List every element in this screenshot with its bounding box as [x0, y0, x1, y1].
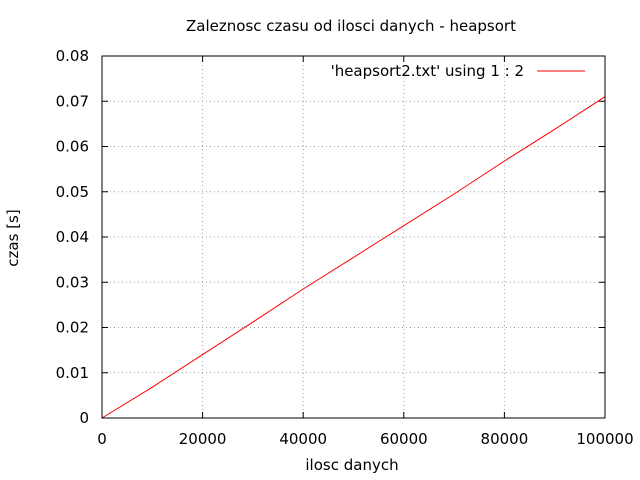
y-tick-label: 0	[79, 409, 89, 427]
legend-label: 'heapsort2.txt' using 1 : 2	[331, 62, 524, 80]
x-tick-label: 60000	[380, 430, 428, 448]
y-tick-label: 0.03	[56, 273, 89, 291]
y-tick-label: 0.01	[56, 364, 89, 382]
tick-labels: 0 20000 40000 60000 80000 100000 0 0.01 0.02 0.03…	[56, 47, 634, 448]
series-line	[101, 96, 606, 419]
x-tick-label: 20000	[179, 430, 227, 448]
legend: 'heapsort2.txt' using 1 : 2	[331, 62, 585, 80]
x-tick-label: 40000	[279, 430, 327, 448]
series	[101, 96, 606, 419]
y-tick-label: 0.07	[56, 92, 89, 110]
y-tick-label: 0.06	[56, 138, 89, 156]
y-tick-label: 0.05	[56, 183, 89, 201]
x-tick-label: 80000	[481, 430, 529, 448]
x-axis-label: ilosc danych	[305, 456, 398, 474]
ticks	[101, 55, 606, 419]
y-tick-label: 0.04	[56, 228, 89, 246]
plot-border	[101, 55, 606, 419]
y-axis-label: czas [s]	[4, 209, 22, 266]
y-tick-label: 0.02	[56, 319, 89, 337]
x-tick-label: 0	[97, 430, 107, 448]
y-tick-label: 0.08	[56, 47, 89, 65]
grid	[102, 56, 605, 418]
x-tick-label: 100000	[576, 430, 633, 448]
chart-title: Zaleznosc czasu od ilosci danych - heaps…	[186, 17, 516, 35]
